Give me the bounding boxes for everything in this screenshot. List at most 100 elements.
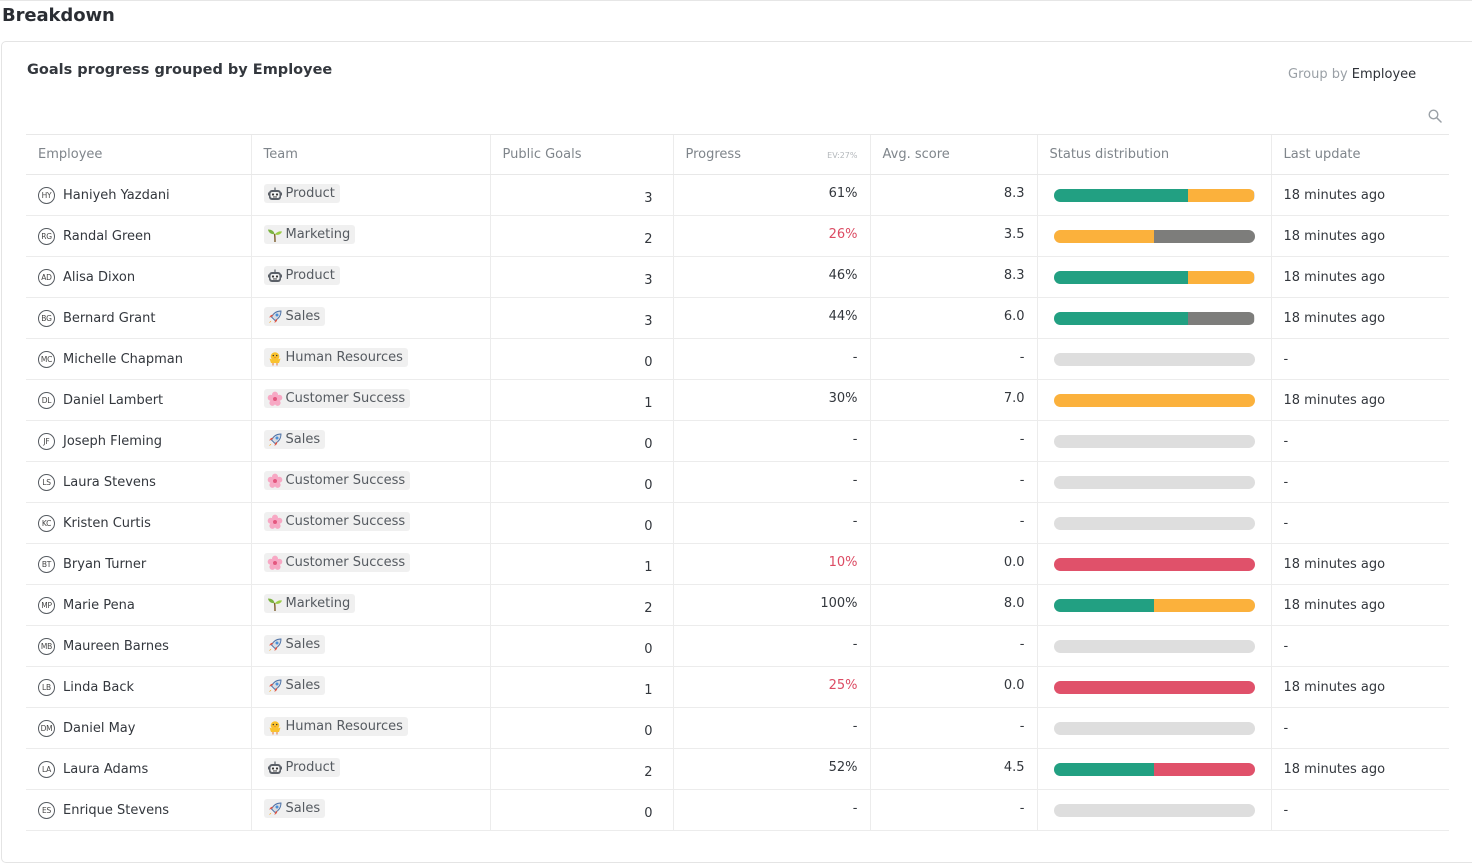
table-row[interactable]: HY Haniyeh Yazdani Product 3 61% 8.3 18 … [26,174,1449,216]
status-distribution-bar[interactable] [1053,557,1255,571]
team-chip[interactable]: Human Resources [263,348,408,368]
employee-cell[interactable]: LA Laura Adams [26,748,251,790]
last-update-value: 18 minutes ago [1283,228,1386,244]
employee-cell[interactable]: MB Maureen Barnes [26,625,251,667]
status-distribution-bar[interactable] [1053,639,1255,653]
employee-cell[interactable]: HY Haniyeh Yazdani [26,174,251,216]
team-name: Product [285,186,335,202]
employee-cell[interactable]: LS Laura Stevens [26,461,251,503]
status-distribution-bar[interactable] [1053,188,1255,202]
employee-name[interactable]: Daniel May [63,720,136,736]
employee-name[interactable]: Alisa Dixon [63,269,136,285]
cherry-blossom-icon [267,555,283,571]
table-row[interactable]: MP Marie Pena Marketing 2 100% 8.0 18 mi… [26,584,1449,626]
public-goals-cell: 0 [489,789,673,831]
team-chip[interactable]: Customer Success [263,553,411,573]
table-row[interactable]: AD Alisa Dixon Product 3 46% 8.3 18 minu… [26,256,1449,298]
employee-cell[interactable]: ES Enrique Stevens [26,789,251,831]
employee-name[interactable]: Marie Pena [63,597,135,613]
group-by-selector[interactable]: Group by Employee [1288,67,1416,82]
employee-cell[interactable]: JF Joseph Fleming [26,420,251,462]
status-distribution-bar[interactable] [1053,680,1255,694]
table-row[interactable]: BT Bryan Turner Customer Success 1 10% 0… [26,543,1449,585]
column-header-employee[interactable]: Employee [26,134,251,175]
progress-value: 30% [828,390,858,406]
team-name: Product [285,760,335,776]
employee-name[interactable]: Linda Back [63,679,135,695]
status-distribution-bar[interactable] [1053,762,1255,776]
table-row[interactable]: DL Daniel Lambert Customer Success 1 30%… [26,379,1449,421]
column-header-progress[interactable]: Progress EV:27% [672,134,870,175]
search-icon[interactable] [1428,109,1442,123]
table-row[interactable]: BG Bernard Grant Sales 3 44% 6.0 18 minu… [26,297,1449,339]
employee-name[interactable]: Bryan Turner [63,556,147,572]
table-row[interactable]: LB Linda Back Sales 1 25% 0.0 18 minutes… [26,666,1449,708]
table-row[interactable]: LA Laura Adams Product 2 52% 4.5 18 minu… [26,748,1449,790]
column-header-status-distribution[interactable]: Status distribution [1036,134,1271,175]
team-chip[interactable]: Sales [263,307,326,327]
team-chip[interactable]: Product [263,184,340,204]
employee-name[interactable]: Kristen Curtis [63,515,151,531]
team-chip[interactable]: Product [263,758,340,778]
table-row[interactable]: RG Randal Green Marketing 2 26% 3.5 18 m… [26,215,1449,257]
employee-cell[interactable]: MP Marie Pena [26,584,251,626]
employee-name[interactable]: Enrique Stevens [63,802,170,818]
status-distribution-bar[interactable] [1053,311,1255,325]
employee-name[interactable]: Bernard Grant [63,310,156,326]
team-chip[interactable]: Sales [263,676,326,696]
employee-name[interactable]: Maureen Barnes [63,638,169,654]
team-chip[interactable]: Human Resources [263,717,408,737]
employee-cell[interactable]: DM Daniel May [26,707,251,749]
employee-name[interactable]: Joseph Fleming [63,433,163,449]
status-distribution-bar[interactable] [1053,352,1255,366]
table-row[interactable]: MC Michelle Chapman Human Resources 0 - … [26,338,1449,380]
team-chip[interactable]: Sales [263,799,326,819]
status-segment-gray [1154,229,1255,243]
status-distribution-bar[interactable] [1053,803,1255,817]
employee-name[interactable]: Laura Adams [63,761,149,777]
team-chip[interactable]: Customer Success [263,471,411,491]
table-row[interactable]: LS Laura Stevens Customer Success 0 - - … [26,461,1449,503]
employee-name[interactable]: Haniyeh Yazdani [63,187,170,203]
employee-cell[interactable]: MC Michelle Chapman [26,338,251,380]
table-row[interactable]: JF Joseph Fleming Sales 0 - - - [26,420,1449,462]
employee-cell[interactable]: DL Daniel Lambert [26,379,251,421]
status-distribution-bar[interactable] [1053,516,1255,530]
table-row[interactable]: DM Daniel May Human Resources 0 - - - [26,707,1449,749]
table-row[interactable]: MB Maureen Barnes Sales 0 - - - [26,625,1449,667]
status-distribution-bar[interactable] [1053,475,1255,489]
employee-name[interactable]: Laura Stevens [63,474,156,490]
employee-cell[interactable]: LB Linda Back [26,666,251,708]
employee-name[interactable]: Randal Green [63,228,152,244]
column-header-public-goals[interactable]: Public Goals [489,134,673,175]
team-chip[interactable]: Marketing [263,225,356,245]
team-chip[interactable]: Customer Success [263,512,411,532]
public-goals-count: 1 [644,395,653,411]
status-distribution-bar[interactable] [1053,434,1255,448]
team-chip[interactable]: Sales [263,430,326,450]
employee-name[interactable]: Michelle Chapman [63,351,183,367]
status-distribution-bar[interactable] [1053,598,1255,612]
status-distribution-bar[interactable] [1053,229,1255,243]
employee-cell[interactable]: AD Alisa Dixon [26,256,251,298]
employee-name[interactable]: Daniel Lambert [63,392,164,408]
progress-cell: 52% [672,748,870,790]
team-chip[interactable]: Product [263,266,340,286]
status-distribution-bar[interactable] [1053,721,1255,735]
employee-cell[interactable]: RG Randal Green [26,215,251,257]
table-row[interactable]: KC Kristen Curtis Customer Success 0 - -… [26,502,1449,544]
column-header-team[interactable]: Team [250,134,490,175]
table-row[interactable]: ES Enrique Stevens Sales 0 - - - [26,789,1449,831]
status-distribution-bar[interactable] [1053,393,1255,407]
column-header-last-update[interactable]: Last update [1270,134,1449,175]
status-distribution-bar[interactable] [1053,270,1255,284]
team-chip[interactable]: Marketing [263,594,356,614]
rocket-icon [267,678,283,694]
employee-cell[interactable]: BG Bernard Grant [26,297,251,339]
team-chip[interactable]: Customer Success [263,389,411,409]
last-update-cell: - [1270,707,1449,749]
team-chip[interactable]: Sales [263,635,326,655]
employee-cell[interactable]: KC Kristen Curtis [26,502,251,544]
employee-cell[interactable]: BT Bryan Turner [26,543,251,585]
column-header-avg-score[interactable]: Avg. score [869,134,1037,175]
